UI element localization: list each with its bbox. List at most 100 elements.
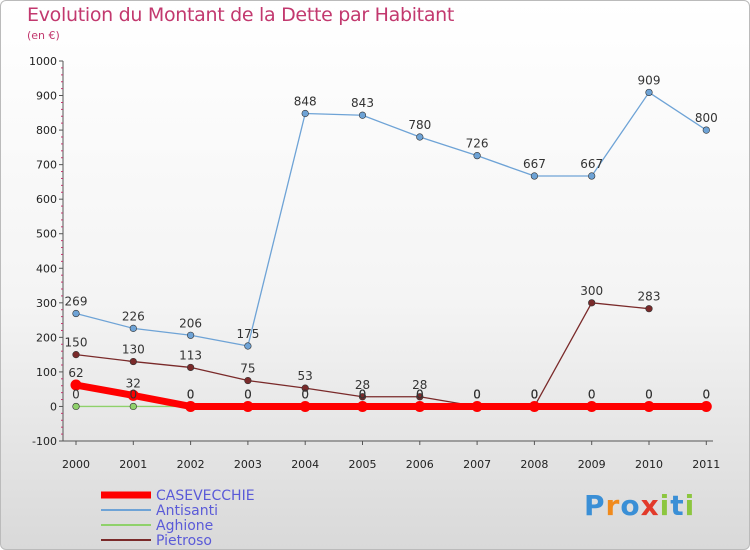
x-tick-label: 2001	[119, 458, 147, 471]
data-label-antisanti: 726	[466, 137, 489, 151]
data-label-antisanti: 269	[65, 295, 88, 309]
data-label-antisanti: 909	[638, 73, 661, 87]
x-tick-label: 2003	[234, 458, 262, 471]
data-point-casevecchie	[127, 389, 139, 401]
data-point-pietroso	[645, 305, 653, 313]
x-tick-label: 2007	[463, 458, 491, 471]
data-point-antisanti	[187, 331, 195, 339]
data-label-aghione: 0	[645, 387, 653, 401]
data-label-pietroso: 300	[580, 284, 603, 298]
x-tick-label: 2009	[578, 458, 606, 471]
data-label-pietroso: 130	[122, 343, 145, 357]
legend-label: Antisanti	[156, 503, 218, 519]
y-tick-label: 0	[50, 400, 57, 413]
data-point-antisanti	[702, 126, 710, 134]
data-point-pietroso	[72, 351, 80, 359]
data-label-aghione: 0	[187, 387, 195, 401]
y-tick-label: 700	[36, 159, 57, 172]
y-tick-label: 900	[36, 90, 57, 103]
data-label-pietroso: 28	[355, 378, 370, 392]
x-tick-label: 2011	[692, 458, 720, 471]
data-label-pietroso: 283	[638, 290, 661, 304]
x-tick-label: 2000	[62, 458, 90, 471]
data-label-antisanti: 667	[580, 157, 603, 171]
data-label-aghione: 0	[301, 387, 309, 401]
data-point-antisanti	[244, 342, 252, 350]
data-point-casevecchie	[414, 400, 426, 412]
y-tick-label: 100	[36, 366, 57, 379]
data-label-antisanti: 175	[236, 327, 259, 341]
data-point-antisanti	[72, 309, 80, 318]
x-tick-label: 2006	[406, 458, 434, 471]
data-label-pietroso: 0	[531, 387, 539, 401]
data-label-aghione: 0	[244, 387, 252, 401]
y-tick-label: 400	[36, 262, 57, 275]
y-tick-label: -100	[32, 435, 57, 448]
data-point-antisanti	[645, 88, 653, 97]
data-point-pietroso	[129, 357, 137, 366]
data-label-aghione: 0	[473, 387, 481, 401]
legend-label: CASEVECCHIE	[156, 488, 255, 504]
data-label-aghione: 0	[588, 387, 596, 401]
data-label-casevecchie: 0	[359, 387, 367, 401]
data-point-antisanti	[473, 152, 481, 160]
y-tick-label: 200	[36, 331, 57, 344]
data-label-antisanti: 226	[122, 309, 145, 323]
data-label-antisanti: 780	[408, 118, 431, 132]
x-tick-label: 2008	[520, 458, 548, 471]
data-label-pietroso: 113	[179, 348, 202, 362]
data-label-casevecchie: 0	[645, 387, 653, 401]
data-label-casevecchie: 0	[531, 387, 539, 401]
data-label-casevecchie: 0	[244, 387, 252, 401]
proxiti-logo: Proxiti	[584, 489, 696, 522]
series-line-antisanti	[75, 91, 707, 347]
chart-subtitle: (en €)	[27, 29, 60, 42]
data-point-antisanti	[358, 111, 367, 119]
data-point-antisanti	[129, 324, 137, 332]
data-label-aghione: 0	[129, 387, 137, 401]
y-tick-label: 600	[36, 193, 57, 206]
data-point-pietroso	[358, 393, 367, 401]
data-point-pietroso	[244, 376, 252, 385]
y-tick-label: 300	[36, 297, 57, 310]
data-label-pietroso: 53	[298, 369, 313, 383]
data-label-antisanti: 667	[523, 157, 546, 171]
data-point-casevecchie	[528, 400, 540, 412]
x-tick-label: 2005	[349, 458, 377, 471]
y-tick-label: 500	[36, 228, 57, 241]
y-tick-label: 1000	[29, 55, 57, 68]
data-label-casevecchie: 0	[473, 387, 481, 401]
data-label-aghione: 0	[72, 387, 80, 401]
data-point-pietroso	[187, 363, 195, 372]
data-label-antisanti: 800	[695, 111, 718, 125]
data-label-pietroso: 150	[65, 336, 88, 350]
data-point-antisanti	[416, 133, 424, 141]
data-point-casevecchie	[471, 400, 483, 412]
data-label-casevecchie: 62	[68, 366, 83, 380]
data-label-antisanti: 206	[179, 316, 202, 330]
data-label-casevecchie: 0	[588, 387, 596, 401]
data-point-casevecchie	[299, 400, 311, 412]
data-point-casevecchie	[586, 400, 598, 412]
legend-label: Pietroso	[156, 533, 212, 549]
data-label-aghione: 0	[702, 387, 710, 401]
data-label-casevecchie: 0	[301, 387, 309, 401]
data-label-antisanti: 843	[351, 96, 374, 110]
x-tick-label: 2002	[177, 458, 205, 471]
data-point-casevecchie	[70, 379, 82, 391]
data-point-casevecchie	[185, 400, 197, 412]
y-tick-label: 800	[36, 124, 57, 137]
data-point-aghione	[72, 402, 80, 411]
data-point-casevecchie	[643, 400, 655, 412]
data-label-pietroso: 28	[412, 378, 427, 392]
data-label-antisanti: 848	[294, 95, 317, 109]
data-label-aghione: 0	[531, 387, 539, 401]
data-point-antisanti	[301, 109, 309, 118]
data-label-pietroso: 75	[240, 362, 255, 376]
data-point-casevecchie	[700, 400, 712, 412]
legend-label: Aghione	[156, 518, 213, 534]
x-tick-label: 2010	[635, 458, 663, 471]
data-label-casevecchie: 0	[702, 387, 710, 401]
